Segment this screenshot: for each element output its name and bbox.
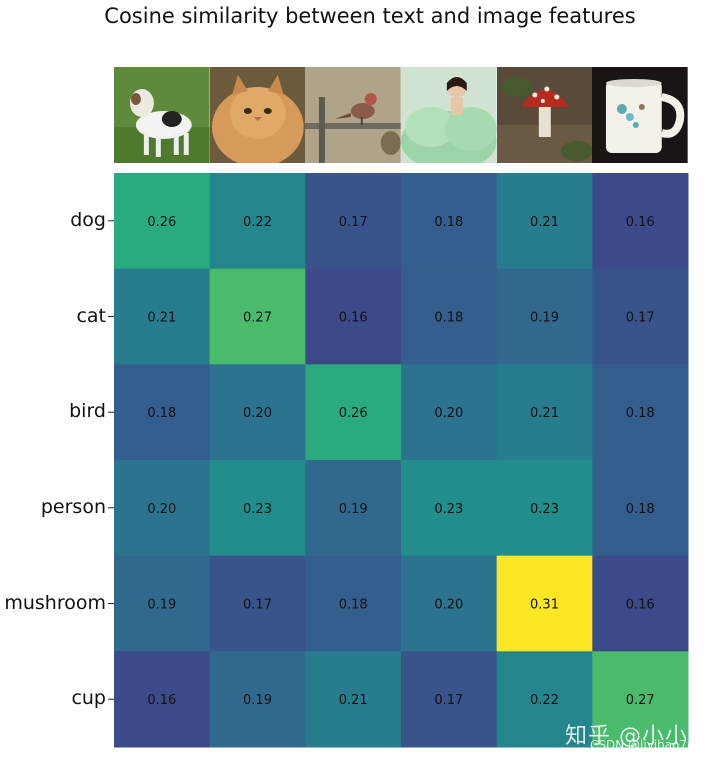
heatmap-cell-person-1: [209, 460, 306, 557]
cell-value-label: 0.21: [339, 693, 368, 708]
heatmap-cell-mushroom-5: [592, 555, 689, 652]
heatmap-cell-dog-2: [305, 173, 402, 270]
cell-value-label: 0.22: [243, 215, 272, 230]
cell-value-label: 0.16: [626, 598, 655, 613]
dog-photo: [114, 67, 210, 163]
heatmap-cell-cat-0: [114, 268, 211, 365]
row-label-person: person: [40, 495, 106, 518]
heatmap-cell-dog-3: [401, 173, 498, 270]
cell-value-label: 0.17: [626, 311, 655, 326]
heatmap-cell-person-3: [401, 460, 498, 557]
cell-value-label: 0.26: [147, 215, 176, 230]
heatmap-cell-bird-4: [496, 364, 593, 461]
heatmap-cell-cup-0: [114, 651, 211, 748]
cell-value-label: 0.20: [147, 502, 176, 517]
person-photo: [400, 67, 497, 163]
cell-value-label: 0.17: [339, 215, 368, 230]
heatmap-cell-dog-0: [114, 173, 211, 270]
heatmap-cell-mushroom-2: [305, 555, 402, 652]
cell-value-label: 0.19: [243, 693, 272, 708]
cell-value-label: 0.20: [434, 406, 463, 421]
heatmap-cell-bird-0: [114, 364, 211, 461]
mushroom-photo: [496, 67, 593, 163]
cell-value-label: 0.19: [147, 598, 176, 613]
zhihu-watermark: 知乎 @小小将: [565, 724, 711, 749]
heatmap-cell-cat-3: [401, 268, 498, 365]
row-label-dog: dog: [70, 208, 106, 231]
cell-value-label: 0.20: [243, 406, 272, 421]
cat-photo: [209, 67, 306, 163]
heatmap-cell-mushroom-1: [209, 555, 306, 652]
row-label-bird: bird: [69, 400, 106, 423]
cell-value-label: 0.21: [530, 406, 559, 421]
heatmap-cell-mushroom-4: [496, 555, 593, 652]
cell-value-label: 0.16: [147, 693, 176, 708]
cell-value-label: 0.16: [339, 311, 368, 326]
row-label-cup: cup: [71, 687, 106, 710]
cell-value-label: 0.23: [434, 502, 463, 517]
cell-value-label: 0.19: [339, 502, 368, 517]
heatmap-cell-cup-4: [496, 651, 593, 748]
heatmap-cell-cup-5: [592, 651, 689, 748]
cell-value-label: 0.17: [243, 598, 272, 613]
cell-value-label: 0.18: [147, 406, 176, 421]
row-label-mushroom: mushroom: [4, 591, 106, 614]
heatmap-cell-bird-1: [209, 364, 306, 461]
cup-photo: [592, 67, 688, 163]
heatmap-cell-mushroom-3: [401, 555, 498, 652]
cell-value-label: 0.23: [530, 502, 559, 517]
heatmap-cell-cat-4: [496, 268, 593, 365]
cell-value-label: 0.17: [434, 693, 463, 708]
cell-value-label: 0.22: [530, 693, 559, 708]
heatmap-cell-dog-4: [496, 173, 593, 270]
heatmap-cell-bird-5: [592, 364, 689, 461]
bird-photo: [305, 67, 401, 163]
heatmap-cell-cup-3: [401, 651, 498, 748]
cell-value-label: 0.27: [243, 311, 272, 326]
cell-value-label: 0.18: [434, 215, 463, 230]
heatmap-cell-cat-1: [209, 268, 306, 365]
cell-value-label: 0.18: [434, 311, 463, 326]
row-label-cat: cat: [76, 304, 106, 327]
image-strip: [114, 67, 688, 163]
heatmap-cell-dog-1: [209, 173, 306, 270]
cell-value-label: 0.21: [147, 311, 176, 326]
heatmap-cell-cup-1: [209, 651, 306, 748]
cell-value-label: 0.26: [339, 406, 368, 421]
heatmap-cell-cup-2: [305, 651, 402, 748]
heatmap-cell-person-5: [592, 460, 689, 557]
heatmap-cell-person-2: [305, 460, 402, 557]
cell-value-label: 0.19: [530, 311, 559, 326]
heatmap-cell-person-0: [114, 460, 211, 557]
cell-value-label: 0.16: [626, 215, 655, 230]
cell-value-label: 0.18: [626, 502, 655, 517]
cell-value-label: 0.27: [626, 693, 655, 708]
cell-value-label: 0.20: [434, 598, 463, 613]
heatmap-cell-bird-2: [305, 364, 402, 461]
cell-value-label: 0.21: [530, 215, 559, 230]
heatmap-cell-dog-5: [592, 173, 689, 270]
cell-value-label: 0.23: [243, 502, 272, 517]
chart-title: Cosine similarity between text and image…: [104, 4, 636, 28]
heatmap-cell-cat-5: [592, 268, 689, 365]
csdn-watermark: CSDN @liyihao76: [590, 738, 695, 752]
heatmap-cell-mushroom-0: [114, 555, 211, 652]
heatmap-cell-bird-3: [401, 364, 498, 461]
heatmap-cell-person-4: [496, 460, 593, 557]
cell-value-label: 0.31: [530, 598, 559, 613]
cell-value-label: 0.18: [339, 598, 368, 613]
heatmap-cell-cat-2: [305, 268, 402, 365]
cell-value-label: 0.18: [626, 406, 655, 421]
